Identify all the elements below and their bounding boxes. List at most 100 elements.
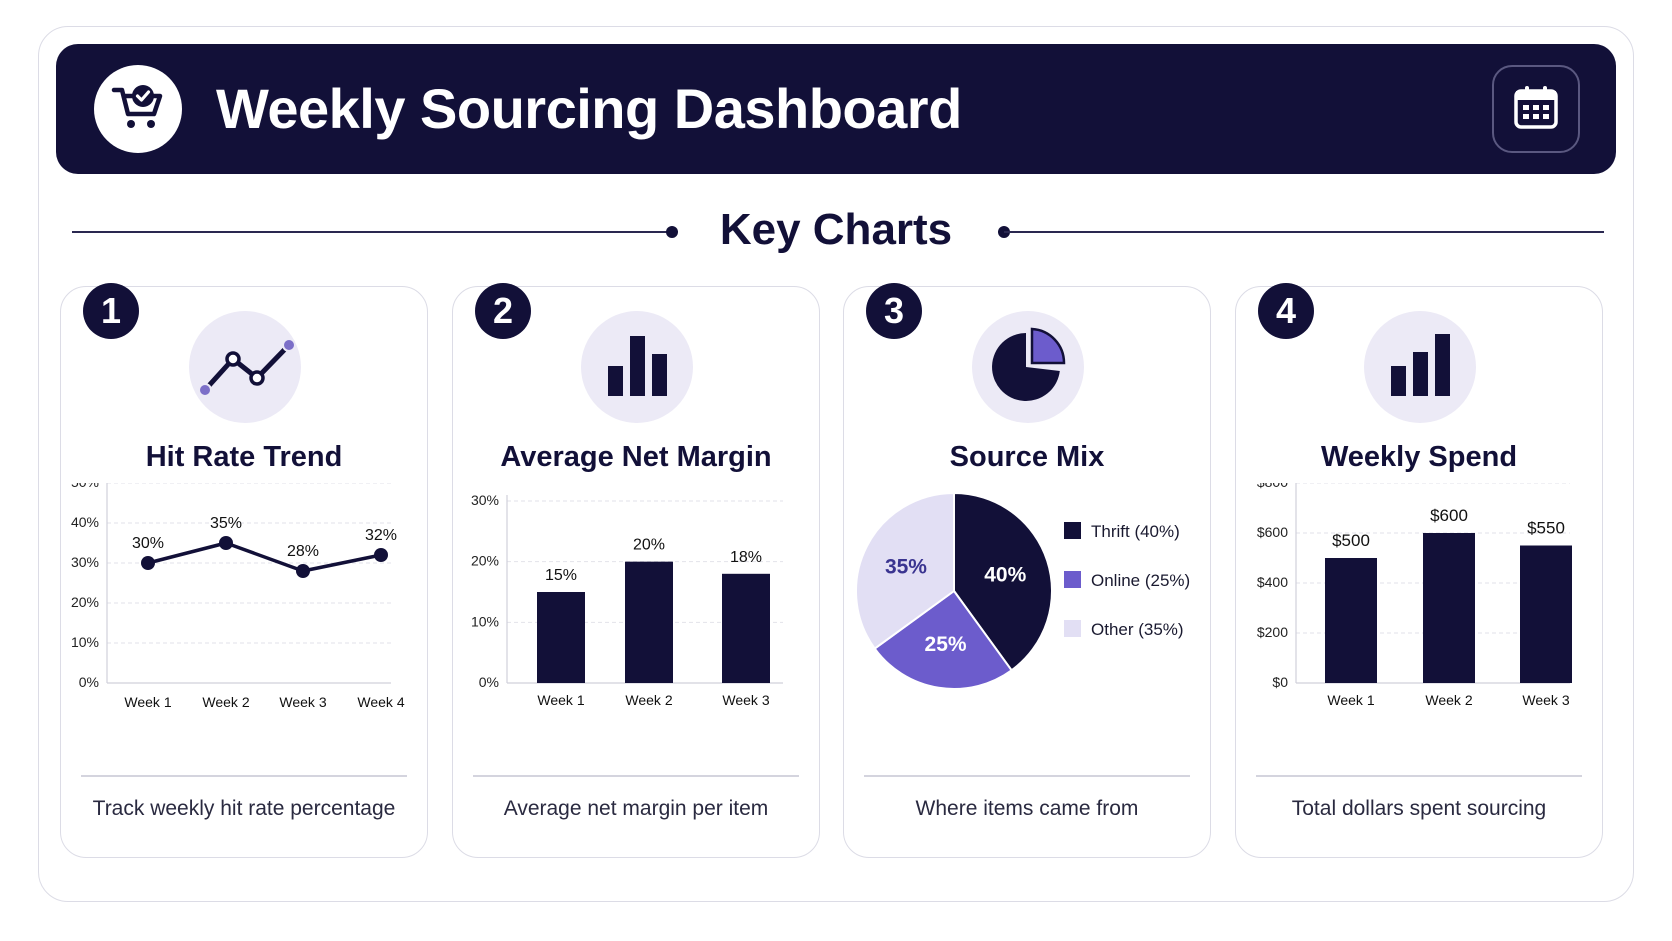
x-tick-label: Week 3	[722, 692, 769, 708]
y-tick-label: 0%	[79, 674, 99, 690]
chart-card-source-mix: 3 Source Mix 40% 25% 35% Thrift (40%) Online…	[843, 283, 1211, 858]
card-divider	[864, 775, 1190, 777]
y-tick-label: 30%	[471, 492, 499, 508]
bar	[1423, 533, 1475, 683]
card-caption: Average net margin per item	[503, 797, 769, 820]
data-point	[374, 548, 388, 562]
card-number-badge: 2	[475, 283, 531, 339]
y-tick-label: 10%	[71, 634, 99, 650]
data-label: 15%	[545, 567, 577, 584]
x-tick-label: Week 1	[124, 694, 171, 710]
bar	[537, 592, 585, 683]
section-divider-right	[1004, 231, 1604, 233]
header-bar: Weekly Sourcing Dashboard	[56, 44, 1616, 174]
card-divider	[473, 775, 799, 777]
logo	[94, 65, 182, 153]
y-tick-label: 10%	[471, 613, 499, 629]
data-label: $600	[1430, 506, 1468, 525]
shopping-cart-check-icon	[111, 82, 165, 137]
data-label: $500	[1332, 531, 1370, 550]
x-tick-label: Week 1	[537, 692, 584, 708]
data-label: 28%	[287, 543, 319, 560]
card-caption: Total dollars spent sourcing	[1291, 797, 1547, 820]
hit-rate-line-chart: 0% 10% 20% 30% 40% 50% 30% Week 1 35% Week 2 28% We…	[71, 483, 405, 710]
calendar-icon	[1512, 83, 1560, 136]
bar	[722, 573, 770, 683]
pie-slice	[855, 491, 955, 651]
pie-data-label: 35%	[885, 556, 927, 579]
calendar-button[interactable]	[1492, 65, 1580, 153]
legend-swatch	[1064, 522, 1081, 539]
x-tick-label: Week 2	[625, 692, 672, 708]
bar-chart-icon	[1385, 330, 1455, 405]
data-point	[296, 564, 310, 578]
card-divider	[1256, 775, 1582, 777]
section-title: Key Charts	[719, 205, 953, 254]
legend-swatch	[1064, 571, 1081, 588]
y-tick-label: 20%	[71, 594, 99, 610]
bar	[1325, 558, 1377, 683]
x-tick-label: Week 3	[279, 694, 326, 710]
series-line	[147, 541, 382, 573]
y-tick-label: $800	[1257, 483, 1288, 490]
y-tick-label: $600	[1257, 524, 1288, 540]
chart-card-hit-rate: 1 Hit Rate Trend 0% 10% 20% 30% 40% 50% 30% Wee…	[60, 283, 428, 858]
card-title: Source Mix	[949, 441, 1105, 473]
data-label: 20%	[633, 537, 665, 554]
section-divider-left	[72, 231, 670, 233]
chart-card-weekly-spend: 4 Weekly Spend $0 $200 $400 $600 $800 $500 Wee…	[1235, 283, 1603, 858]
legend-label: Other (35%)	[1091, 620, 1184, 639]
card-icon-circle	[189, 311, 301, 423]
y-tick-label: $400	[1257, 574, 1288, 590]
weekly-spend-bar-chart: $0 $200 $400 $600 $800 $500 Week 1 $600 Week 2 $5…	[1257, 483, 1572, 708]
bar	[625, 561, 673, 683]
data-point	[141, 556, 155, 570]
data-label: 30%	[132, 535, 164, 552]
card-icon-circle	[581, 311, 693, 423]
section-divider-dot-left	[666, 226, 678, 238]
bar-chart-icon	[602, 330, 672, 405]
x-tick-label: Week 2	[202, 694, 249, 710]
y-tick-label: 40%	[71, 514, 99, 530]
x-tick-label: Week 2	[1425, 692, 1472, 708]
data-label: 18%	[730, 549, 762, 566]
page-title: Weekly Sourcing Dashboard	[216, 77, 962, 140]
card-icon-circle	[1364, 311, 1476, 423]
source-mix-pie-chart: 40% 25% 35% Thrift (40%) Online (25%) Other (…	[855, 491, 1190, 690]
y-tick-label: 20%	[471, 553, 499, 569]
card-number-badge: 4	[1258, 283, 1314, 339]
pie-slice	[873, 589, 1014, 690]
card-title: Average Net Margin	[500, 441, 772, 473]
card-title: Weekly Spend	[1320, 441, 1518, 473]
pie-data-label: 40%	[984, 563, 1026, 586]
card-icon-circle	[972, 311, 1084, 423]
data-label: $550	[1527, 519, 1565, 538]
pie-chart-icon	[988, 325, 1068, 410]
data-point	[219, 536, 233, 550]
data-label: 35%	[210, 515, 242, 532]
card-divider	[81, 775, 407, 777]
chart-card-net-margin: 2 Average Net Margin 0% 10% 20% 30% 15% Week …	[452, 283, 820, 858]
pie-slice	[953, 491, 1053, 672]
x-tick-label: Week 4	[357, 694, 404, 710]
bar	[1520, 545, 1572, 683]
net-margin-bar-chart: 0% 10% 20% 30% 15% Week 1 20% Week 2 18% Week 3	[471, 492, 783, 708]
card-title: Hit Rate Trend	[145, 441, 343, 473]
card-number-badge: 3	[866, 283, 922, 339]
legend-label: Thrift (40%)	[1091, 522, 1180, 541]
y-tick-label: 30%	[71, 554, 99, 570]
data-label: 32%	[365, 527, 397, 544]
y-tick-label: 0%	[479, 674, 499, 690]
card-number-badge: 1	[83, 283, 139, 339]
x-tick-label: Week 3	[1522, 692, 1569, 708]
y-tick-label: $200	[1257, 624, 1288, 640]
pie-data-label: 25%	[925, 633, 967, 656]
legend-swatch	[1064, 620, 1081, 637]
y-tick-label: 50%	[71, 483, 99, 490]
x-tick-label: Week 1	[1327, 692, 1374, 708]
line-trend-icon	[195, 330, 296, 405]
y-tick-label: $0	[1272, 674, 1288, 690]
card-caption: Where items came from	[915, 797, 1139, 820]
legend-label: Online (25%)	[1091, 571, 1190, 590]
card-caption: Track weekly hit rate percentage	[92, 797, 396, 820]
